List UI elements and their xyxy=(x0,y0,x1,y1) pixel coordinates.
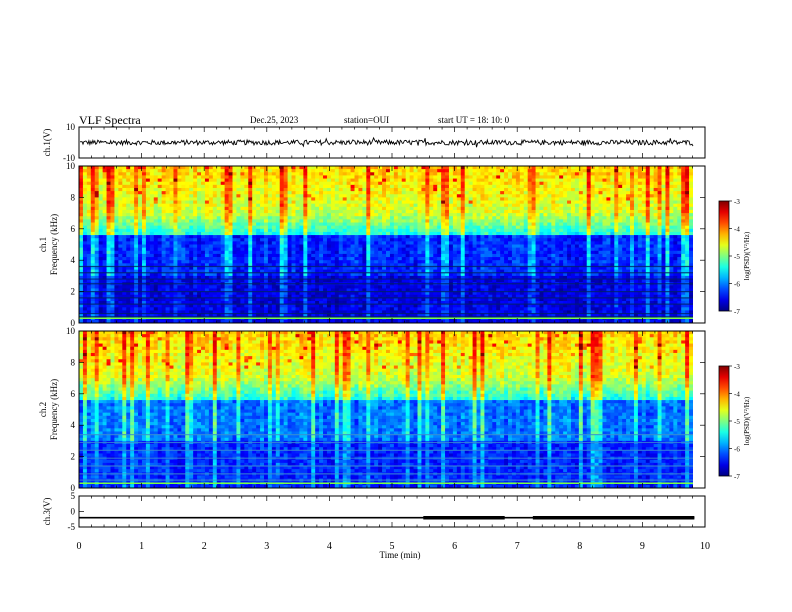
x-tick-label: 7 xyxy=(515,541,520,552)
spectrogram-ch1-ytick-label: 10 xyxy=(66,161,76,171)
ch1-ytick-label: 10 xyxy=(66,122,76,132)
x-tick-label: 5 xyxy=(390,541,395,552)
colorbar-label: log(PSD)(V²/Hz) xyxy=(743,396,751,445)
x-tick-label: 1 xyxy=(139,541,144,552)
x-tick-label: 2 xyxy=(202,541,207,552)
colorbar-tick-label: -7 xyxy=(734,308,740,316)
spectrogram-ch2-image xyxy=(79,331,705,489)
waveform-ch3-xticks xyxy=(78,496,706,527)
spectrogram-ch1-ytick-label: 4 xyxy=(71,255,76,265)
start-time-label: start UT = 18: 10: 0 xyxy=(438,115,510,125)
spectrogram-ch1-image xyxy=(79,166,705,324)
colorbar-tick-label: -6 xyxy=(734,281,740,289)
station-label: station=OUI xyxy=(344,115,390,125)
spectrogram-ch2-ytick-label: 6 xyxy=(71,389,76,399)
spectrogram-ch2-ytick-label: 8 xyxy=(71,357,76,367)
date-label: Dec.25, 2023 xyxy=(250,115,299,125)
x-axis-label: Time (min) xyxy=(380,550,421,560)
x-tick-label: 3 xyxy=(264,541,269,552)
ch1-waveform-line xyxy=(79,136,694,148)
spectrogram-ch2-ytick-label: 0 xyxy=(71,483,76,493)
ch1-ylabel: ch.1(V) xyxy=(42,129,52,157)
colorbar-tick-label: -5 xyxy=(734,418,740,426)
x-tick-label: 8 xyxy=(577,541,582,552)
blank-area xyxy=(693,166,705,323)
waveform-ch1-xticks xyxy=(78,127,706,158)
spectrogram-ch1-ytick-label: 8 xyxy=(71,192,76,202)
x-tick-label: 0 xyxy=(77,541,82,552)
colorbar xyxy=(718,365,730,477)
colorbar-tick-label: -3 xyxy=(734,363,740,371)
spectrogram-ch2-channel-label: ch.2 xyxy=(38,402,48,417)
x-tick-label: 4 xyxy=(327,541,332,552)
chart-title: VLF Spectra xyxy=(79,113,141,127)
ch3-ytick-label: 0 xyxy=(71,507,76,517)
x-tick-label: 6 xyxy=(452,541,457,552)
spectrogram-ch2-ylabel: Frequency (kHz) xyxy=(49,379,59,440)
spectrogram-ch1-ylabel: Frequency (kHz) xyxy=(49,214,59,275)
blank-area xyxy=(693,331,705,488)
x-tick-label: 9 xyxy=(640,541,645,552)
ch3-ytick-label: 5 xyxy=(71,491,76,501)
colorbar-label: log(PSD)(V²/Hz) xyxy=(743,231,751,280)
colorbar xyxy=(718,200,730,312)
spectrogram-ch1-ytick-label: 6 xyxy=(71,224,76,234)
colorbar-tick-label: -4 xyxy=(734,391,740,399)
x-tick-label: 10 xyxy=(700,541,710,552)
spectrogram-ch1-ytick-label: 0 xyxy=(71,318,76,328)
spectrogram-ch2-ytick-label: 4 xyxy=(71,420,76,430)
spectrogram-ch1-ytick-label: 2 xyxy=(71,287,76,297)
spectrogram-ch2-xticks xyxy=(78,331,706,488)
ch1-ytick-label: -10 xyxy=(63,153,75,163)
ch3-ylabel: ch.3(V) xyxy=(42,498,52,526)
ch3-ytick-label: -5 xyxy=(68,522,76,532)
spectrogram-ch1-xticks xyxy=(78,166,706,323)
spectrogram-ch1-channel-label: ch.1 xyxy=(38,237,48,252)
colorbar-tick-label: -7 xyxy=(734,473,740,481)
colorbar-tick-label: -6 xyxy=(734,446,740,454)
spectrogram-ch2-ytick-label: 2 xyxy=(71,452,76,462)
colorbar-tick-label: -5 xyxy=(734,253,740,261)
spectrogram-ch2-ytick-label: 10 xyxy=(66,326,76,336)
colorbar-tick-label: -4 xyxy=(734,226,740,234)
colorbar-tick-label: -3 xyxy=(734,198,740,206)
